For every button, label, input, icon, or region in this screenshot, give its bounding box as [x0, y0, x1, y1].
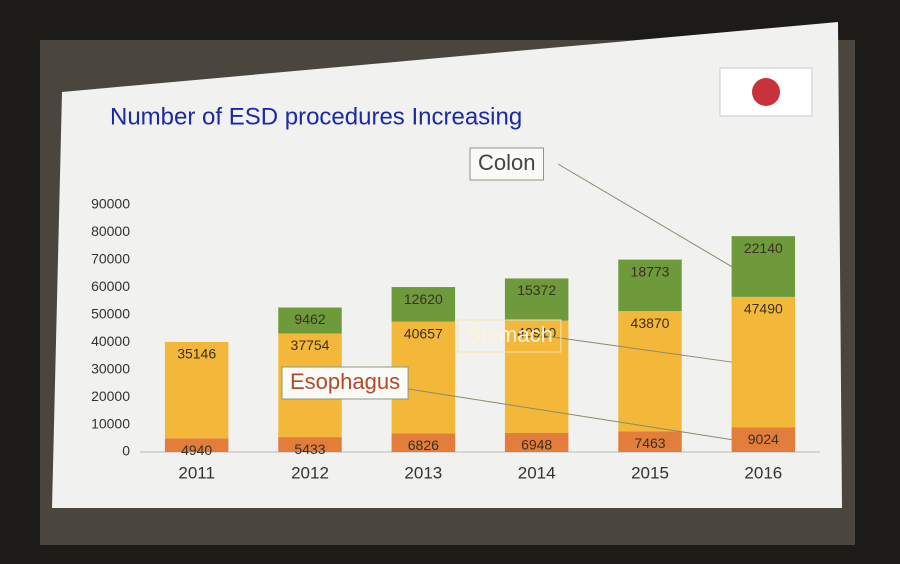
x-tick-label: 2013: [404, 463, 442, 482]
callout-label: Colon: [478, 150, 535, 175]
y-tick-label: 90000: [91, 196, 130, 212]
data-label: 5433: [294, 441, 325, 457]
bar-segment: [618, 259, 682, 312]
bar-segment: [504, 320, 569, 433]
y-tick-label: 0: [122, 443, 130, 459]
x-tick-label: 2011: [178, 463, 215, 482]
callout-box: [457, 319, 562, 353]
bar-segment: [164, 438, 229, 452]
callout-line: [545, 335, 732, 363]
callout-line: [557, 163, 732, 267]
bar-segment: [618, 311, 682, 432]
data-label: 22140: [744, 240, 783, 256]
bar-segment: [164, 341, 229, 439]
flag-sun: [752, 78, 780, 106]
y-tick-label: 10000: [91, 415, 130, 431]
callout-label: Stomach: [466, 322, 553, 347]
bar-segment: [731, 296, 796, 428]
data-label: 43870: [631, 315, 670, 331]
data-label: 35146: [177, 346, 216, 362]
y-tick-label: 70000: [91, 251, 130, 267]
data-label: 7463: [634, 435, 665, 451]
x-tick-label: 2016: [744, 463, 782, 482]
data-label: 18773: [631, 263, 670, 279]
y-tick-label: 50000: [91, 305, 130, 321]
data-label: 9462: [294, 311, 325, 327]
bar-segment: [731, 236, 796, 297]
bar-segment: [618, 431, 682, 452]
bar-segment: [391, 287, 456, 322]
y-tick-label: 60000: [91, 278, 130, 294]
bar-segment: [504, 278, 569, 321]
x-tick-label: 2015: [631, 463, 669, 482]
callout-box: [469, 147, 544, 181]
data-label: 37754: [291, 337, 330, 353]
y-tick-label: 80000: [91, 223, 130, 239]
y-tick-label: 20000: [91, 388, 130, 404]
data-label: 47490: [744, 301, 783, 317]
y-tick-label: 30000: [91, 360, 130, 376]
x-tick-label: 2012: [291, 463, 329, 482]
data-label: 9024: [748, 431, 779, 447]
bar-segment: [504, 432, 569, 452]
bar-segment: [278, 437, 342, 452]
data-label: 15372: [517, 282, 556, 298]
y-tick-label: 40000: [91, 333, 130, 349]
bar-segment: [391, 433, 456, 452]
callout-label: Esophagus: [290, 369, 400, 394]
chart-title: Number of ESD procedures Increasing: [110, 103, 522, 130]
data-label: 4940: [181, 442, 212, 458]
bar-segment: [731, 427, 796, 452]
data-label: 12620: [404, 291, 443, 307]
x-tick-label: 2014: [518, 463, 556, 482]
bar-segment: [278, 307, 342, 334]
data-label: 6948: [521, 437, 552, 453]
data-label: 40657: [404, 325, 443, 341]
data-label: 6826: [408, 437, 439, 453]
callout-box: [281, 366, 409, 400]
callout-line: [369, 382, 732, 441]
